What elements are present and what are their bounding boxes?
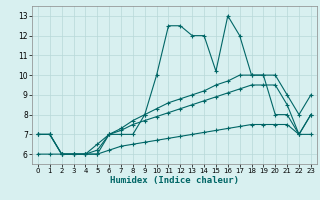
X-axis label: Humidex (Indice chaleur): Humidex (Indice chaleur)	[110, 176, 239, 185]
